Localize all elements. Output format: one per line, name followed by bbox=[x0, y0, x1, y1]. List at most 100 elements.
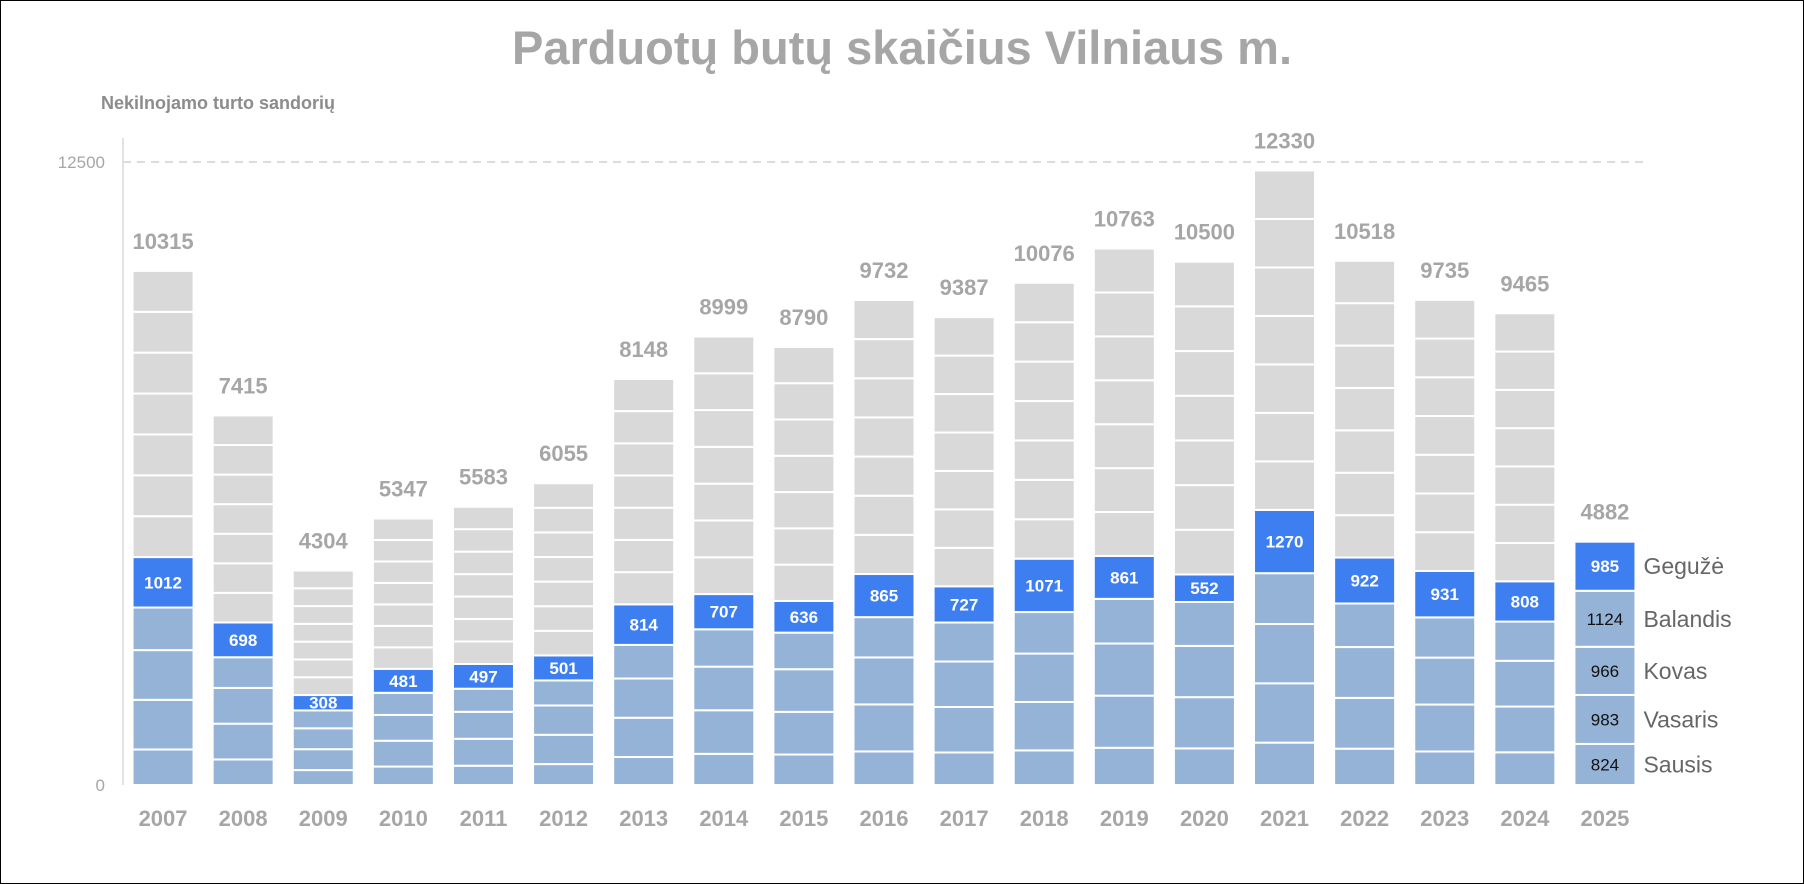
bar-segment-after-may bbox=[211, 562, 275, 594]
bar-segment-before-may bbox=[1253, 682, 1317, 744]
bar-segment-before-may bbox=[1413, 750, 1477, 786]
bar-segment-after-may bbox=[612, 442, 676, 477]
bar-segment-before-may bbox=[772, 631, 836, 671]
bar-segment-after-may bbox=[1413, 453, 1477, 495]
total-label: 9387 bbox=[940, 275, 989, 300]
bar-segment-after-may bbox=[291, 676, 355, 697]
bar-segment-after-may bbox=[1413, 415, 1477, 456]
may-value-label: 497 bbox=[469, 667, 497, 686]
bar-segment-before-may bbox=[1253, 572, 1317, 626]
total-label: 5583 bbox=[459, 465, 508, 490]
bar-segment-before-may bbox=[612, 755, 676, 787]
bar-segment-may bbox=[131, 556, 195, 609]
may-value-label: 707 bbox=[710, 603, 738, 622]
month-label-balandis: Balandis bbox=[1643, 606, 1731, 632]
bar-segment-after-may bbox=[1092, 379, 1156, 426]
bar-segment-after-may bbox=[1012, 321, 1076, 363]
bar-segment-after-may bbox=[1253, 460, 1317, 511]
bar-segment-after-may bbox=[1493, 312, 1557, 353]
may-value-label: 698 bbox=[229, 631, 257, 650]
bar-segment-after-may bbox=[692, 556, 756, 596]
bar-segment-after-may bbox=[1413, 337, 1477, 379]
x-tick-label: 2008 bbox=[219, 806, 268, 831]
bar-segment-after-may bbox=[1413, 298, 1477, 340]
bar-segment-after-may bbox=[852, 533, 916, 576]
bar-segment-after-may bbox=[772, 491, 836, 530]
bar-segment-after-may bbox=[1172, 439, 1236, 487]
total-label: 9465 bbox=[1500, 271, 1549, 296]
bar-segment-after-may bbox=[1012, 518, 1076, 560]
bar-segment-before-may bbox=[932, 706, 996, 754]
bar-segment-before-may bbox=[371, 765, 435, 787]
bar-segment-after-may bbox=[1413, 531, 1477, 572]
bar-segment-after-may bbox=[451, 618, 515, 643]
bar-segment-before-may bbox=[1092, 746, 1156, 787]
bar-segment-after-may bbox=[371, 624, 435, 649]
bar-segment-may bbox=[451, 662, 515, 690]
bar-segment-after-may bbox=[131, 474, 195, 518]
bar-segment-after-may bbox=[1012, 400, 1076, 442]
total-label: 9732 bbox=[860, 258, 909, 283]
bar-segment-kovas bbox=[1573, 645, 1637, 696]
y-tick-label: 12500 bbox=[58, 153, 105, 172]
bar-segment-after-may bbox=[131, 392, 195, 436]
bar-segment-after-may bbox=[131, 351, 195, 395]
bar-segment-may bbox=[772, 599, 836, 634]
bar-segment-after-may bbox=[932, 469, 996, 511]
bar-segment-after-may bbox=[692, 409, 756, 448]
bar-segment-may bbox=[1413, 569, 1477, 619]
bar-segment-after-may bbox=[291, 587, 355, 608]
bar-segment-after-may bbox=[852, 298, 916, 341]
bar-segment-before-may bbox=[291, 709, 355, 730]
bar-segment-after-may bbox=[371, 581, 435, 606]
bar-segment-before-may bbox=[612, 677, 676, 719]
bar-segment-before-may bbox=[371, 713, 435, 742]
bar-segment-after-may bbox=[371, 538, 435, 563]
bar-segment-after-may bbox=[1172, 528, 1236, 576]
bar-segment-before-may bbox=[1333, 602, 1397, 649]
total-label: 10763 bbox=[1094, 207, 1155, 232]
total-label: 8999 bbox=[699, 294, 748, 319]
bar-segment-before-may bbox=[692, 752, 756, 787]
bar-segment-after-may bbox=[1333, 471, 1397, 517]
bar-segment-after-may bbox=[1253, 266, 1317, 317]
bar-segment-after-may bbox=[1012, 478, 1076, 521]
month-label-sausis: Sausis bbox=[1643, 751, 1712, 777]
bar-segment-before-may bbox=[451, 764, 515, 786]
bar-segment-after-may bbox=[692, 482, 756, 522]
bar-segment-after-may bbox=[451, 550, 515, 576]
bar-segment-before-may bbox=[532, 763, 596, 786]
bar-segment-after-may bbox=[772, 563, 836, 602]
may-value-label: 931 bbox=[1431, 585, 1459, 604]
x-tick-label: 2012 bbox=[539, 806, 588, 831]
bar-segment-after-may bbox=[1092, 423, 1156, 470]
bar-segment-after-may bbox=[932, 316, 996, 357]
bar-segment-before-may bbox=[692, 628, 756, 668]
bar-segment-after-may bbox=[1493, 388, 1557, 430]
may-value-label: 501 bbox=[549, 659, 577, 678]
bar-segment-after-may bbox=[932, 546, 996, 588]
bar-segment-before-may bbox=[211, 758, 275, 787]
bar-segment-after-may bbox=[932, 393, 996, 434]
bar-segment-after-may bbox=[1092, 467, 1156, 514]
bar-segment-may bbox=[211, 621, 275, 659]
bar-segment-before-may bbox=[1253, 741, 1317, 786]
bar-segment-after-may bbox=[1253, 314, 1317, 366]
month-label-vasaris: Vasaris bbox=[1643, 706, 1718, 732]
bar-segment-before-may bbox=[772, 668, 836, 713]
bar-segment-after-may bbox=[371, 603, 435, 627]
bar-segment-after-may bbox=[131, 515, 195, 559]
bar-segment-may bbox=[932, 585, 996, 624]
bar-segment-after-may bbox=[451, 505, 515, 531]
x-tick-label: 2013 bbox=[619, 806, 668, 831]
bar-segment-after-may bbox=[131, 269, 195, 313]
bar-segment-after-may bbox=[932, 431, 996, 472]
bar-segment-before-may bbox=[211, 722, 275, 761]
total-label: 8790 bbox=[779, 305, 828, 330]
bar-segment-before-may bbox=[1493, 751, 1557, 787]
total-label: 6055 bbox=[539, 441, 588, 466]
bar-segment-after-may bbox=[1012, 439, 1076, 481]
bar-segment-after-may bbox=[1253, 411, 1317, 463]
bar-segment-after-may bbox=[852, 338, 916, 380]
